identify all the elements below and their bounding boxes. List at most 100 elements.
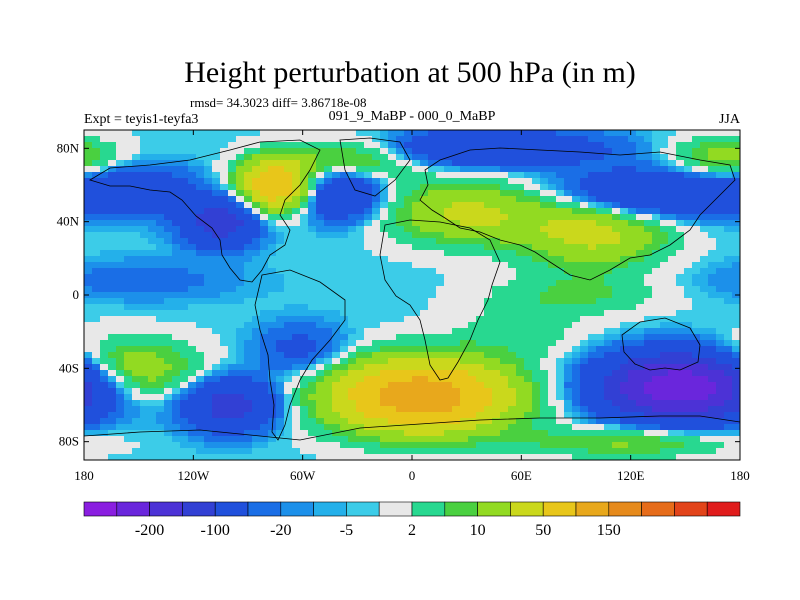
field-cell — [396, 142, 405, 149]
field-cell — [412, 202, 421, 209]
field-cell — [524, 184, 533, 191]
field-cell — [172, 250, 181, 257]
field-cell — [716, 436, 725, 443]
field-cell — [668, 448, 677, 455]
field-cell — [116, 358, 125, 365]
field-cell — [188, 328, 197, 335]
field-cell — [572, 310, 581, 317]
field-cell — [124, 232, 133, 239]
field-cell — [556, 232, 565, 239]
field-cell — [316, 202, 325, 209]
field-cell — [588, 262, 597, 269]
field-cell — [724, 364, 733, 371]
field-cell — [316, 142, 325, 149]
field-cell — [252, 286, 261, 293]
field-cell — [636, 376, 645, 383]
field-cell — [300, 334, 309, 341]
field-cell — [276, 406, 285, 413]
field-cell — [380, 160, 389, 167]
field-cell — [660, 370, 669, 377]
field-cell — [204, 244, 213, 251]
field-cell — [708, 382, 717, 389]
field-cell — [556, 454, 565, 460]
field-cell — [188, 358, 197, 365]
field-cell — [364, 430, 373, 437]
field-cell — [380, 136, 389, 143]
field-cell — [108, 304, 117, 311]
field-cell — [116, 328, 125, 335]
field-cell — [516, 136, 525, 143]
field-cell — [436, 154, 445, 161]
field-cell — [652, 328, 661, 335]
field-cell — [508, 286, 517, 293]
field-cell — [452, 256, 461, 263]
field-cell — [628, 250, 637, 257]
field-cell — [212, 352, 221, 359]
field-cell — [716, 412, 725, 419]
field-cell — [252, 166, 261, 173]
field-cell — [300, 358, 309, 365]
field-cell — [396, 196, 405, 203]
field-cell — [396, 244, 405, 251]
field-cell — [132, 136, 141, 143]
field-cell — [124, 352, 133, 359]
field-cell — [468, 244, 477, 251]
field-cell — [236, 418, 245, 425]
field-cell — [644, 196, 653, 203]
field-cell — [212, 418, 221, 425]
field-cell — [716, 238, 725, 245]
field-cell — [268, 286, 277, 293]
field-cell — [140, 412, 149, 419]
field-cell — [308, 166, 317, 173]
field-cell — [732, 406, 740, 413]
field-cell — [196, 286, 205, 293]
field-cell — [436, 292, 445, 299]
field-cell — [500, 172, 509, 179]
lon-tick-label: 180 — [74, 468, 94, 483]
field-cell — [724, 232, 733, 239]
field-cell — [460, 280, 469, 287]
field-cell — [444, 178, 453, 185]
field-cell — [716, 442, 725, 449]
colorbar-swatch — [641, 501, 675, 517]
field-cell — [332, 196, 341, 203]
field-cell — [300, 340, 309, 347]
field-cell — [484, 352, 493, 359]
field-cell — [404, 340, 413, 347]
field-cell — [236, 322, 245, 329]
field-cell — [140, 298, 149, 305]
field-cell — [452, 388, 461, 395]
field-cell — [684, 376, 693, 383]
colorbar-swatch — [346, 501, 380, 517]
field-cell — [732, 388, 740, 395]
field-cell — [468, 346, 477, 353]
field-cell — [684, 142, 693, 149]
field-cell — [108, 136, 117, 143]
field-cell — [604, 256, 613, 263]
field-cell — [124, 292, 133, 299]
field-cell — [212, 130, 221, 137]
field-cell — [388, 130, 397, 137]
field-cell — [204, 448, 213, 455]
field-cell — [396, 166, 405, 173]
field-cell — [668, 298, 677, 305]
field-cell — [164, 352, 173, 359]
field-cell — [420, 214, 429, 221]
field-cell — [532, 322, 541, 329]
field-cell — [148, 148, 157, 155]
field-cell — [180, 286, 189, 293]
field-cell — [684, 256, 693, 263]
field-cell — [444, 376, 453, 383]
field-cell — [156, 262, 165, 269]
field-cell — [236, 328, 245, 335]
field-cell — [524, 442, 533, 449]
field-cell — [244, 340, 253, 347]
colorbar-label: -20 — [270, 522, 291, 539]
field-cell — [644, 352, 653, 359]
field-cell — [492, 310, 501, 317]
field-cell — [116, 232, 125, 239]
field-cell — [284, 286, 293, 293]
field-cell — [228, 418, 237, 425]
field-cell — [180, 412, 189, 419]
field-cell — [324, 142, 333, 149]
